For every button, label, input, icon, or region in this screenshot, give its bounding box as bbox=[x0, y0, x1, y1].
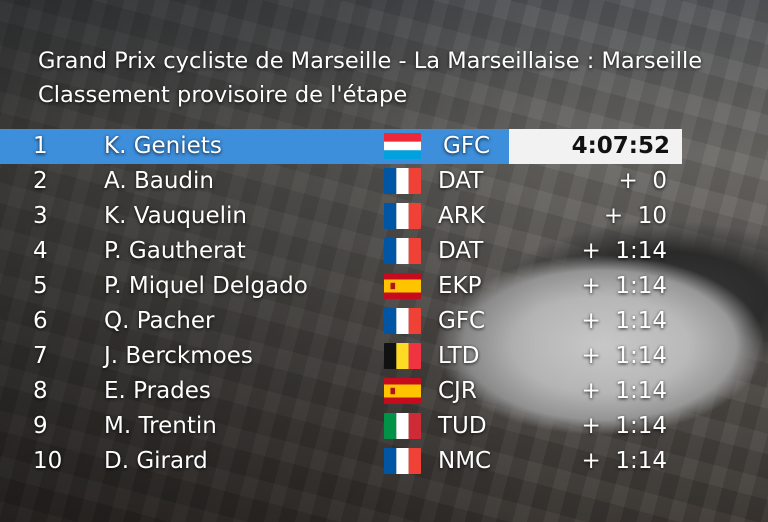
table-row: 7 J. Berckmoes LTD + 1:14 bbox=[0, 339, 768, 374]
team-code: LTD bbox=[438, 343, 480, 369]
time-gap: + 1:14 bbox=[581, 448, 667, 474]
spain-flag-icon bbox=[384, 378, 421, 404]
time-gap: + 0 bbox=[618, 168, 667, 194]
table-row: 3 K. Vauquelin ARK + 10 bbox=[0, 199, 768, 234]
belgium-flag-icon bbox=[384, 343, 421, 369]
row-position: 5 bbox=[33, 273, 48, 299]
leader-time: 4:07:52 bbox=[509, 129, 682, 164]
time-gap: + 1:14 bbox=[581, 413, 667, 439]
team-code: ARK bbox=[438, 203, 485, 229]
row-position: 10 bbox=[33, 448, 63, 474]
row-position: 7 bbox=[33, 343, 48, 369]
team-code: EKP bbox=[438, 273, 482, 299]
row-position: 2 bbox=[33, 168, 48, 194]
table-row: 1 K. Geniets GFC 4:07:52 bbox=[0, 129, 682, 164]
time-gap: + 1:14 bbox=[581, 238, 667, 264]
spain-flag-icon bbox=[384, 273, 421, 299]
time-gap: + 1:14 bbox=[581, 378, 667, 404]
rider-name: K. Geniets bbox=[104, 133, 222, 159]
team-code: DAT bbox=[438, 168, 484, 194]
rider-name: K. Vauquelin bbox=[104, 203, 248, 229]
france-flag-icon bbox=[384, 448, 421, 474]
table-row: 10 D. Girard NMC + 1:14 bbox=[0, 444, 768, 479]
team-code: NMC bbox=[438, 448, 492, 474]
italy-flag-icon bbox=[384, 413, 421, 439]
team-code: DAT bbox=[438, 238, 484, 264]
rider-name: P. Gautherat bbox=[104, 238, 246, 264]
rider-name: A. Baudin bbox=[104, 168, 214, 194]
team-code: CJR bbox=[438, 378, 477, 404]
team-code: TUD bbox=[438, 413, 487, 439]
time-gap: + 1:14 bbox=[581, 273, 667, 299]
france-flag-icon bbox=[384, 238, 421, 264]
time-gap: + 1:14 bbox=[581, 308, 667, 334]
rider-name: J. Berckmoes bbox=[104, 343, 253, 369]
time-gap: + 1:14 bbox=[581, 343, 667, 369]
standings-table: 1 K. Geniets GFC 4:07:52 2 A. Baudin DAT… bbox=[0, 129, 768, 479]
table-row: 8 E. Prades CJR + 1:14 bbox=[0, 374, 768, 409]
row-position: 4 bbox=[33, 238, 48, 264]
rider-name: E. Prades bbox=[104, 378, 211, 404]
table-row: 6 Q. Pacher GFC + 1:14 bbox=[0, 304, 768, 339]
row-position: 9 bbox=[33, 413, 48, 439]
row-position: 6 bbox=[33, 308, 48, 334]
broadcast-header: Grand Prix cycliste de Marseille - La Ma… bbox=[38, 44, 768, 112]
table-row: 5 P. Miquel Delgado EKP + 1:14 bbox=[0, 269, 768, 304]
rider-name: M. Trentin bbox=[104, 413, 217, 439]
france-flag-icon bbox=[384, 308, 421, 334]
table-row: 9 M. Trentin TUD + 1:14 bbox=[0, 409, 768, 444]
france-flag-icon bbox=[384, 203, 421, 229]
row-position: 1 bbox=[33, 133, 48, 159]
luxembourg-flag-icon bbox=[384, 133, 421, 159]
standings-subtitle: Classement provisoire de l'étape bbox=[38, 82, 408, 108]
rider-name: D. Girard bbox=[104, 448, 208, 474]
rider-name: P. Miquel Delgado bbox=[104, 273, 308, 299]
time-gap: + 10 bbox=[603, 203, 667, 229]
team-code: GFC bbox=[438, 308, 486, 334]
team-code: GFC bbox=[443, 133, 491, 159]
row-position: 8 bbox=[33, 378, 48, 404]
table-row: 2 A. Baudin DAT + 0 bbox=[0, 164, 768, 199]
france-flag-icon bbox=[384, 168, 421, 194]
row-position: 3 bbox=[33, 203, 48, 229]
race-title: Grand Prix cycliste de Marseille - La Ma… bbox=[38, 48, 703, 74]
rider-name: Q. Pacher bbox=[104, 308, 215, 334]
table-row: 4 P. Gautherat DAT + 1:14 bbox=[0, 234, 768, 269]
